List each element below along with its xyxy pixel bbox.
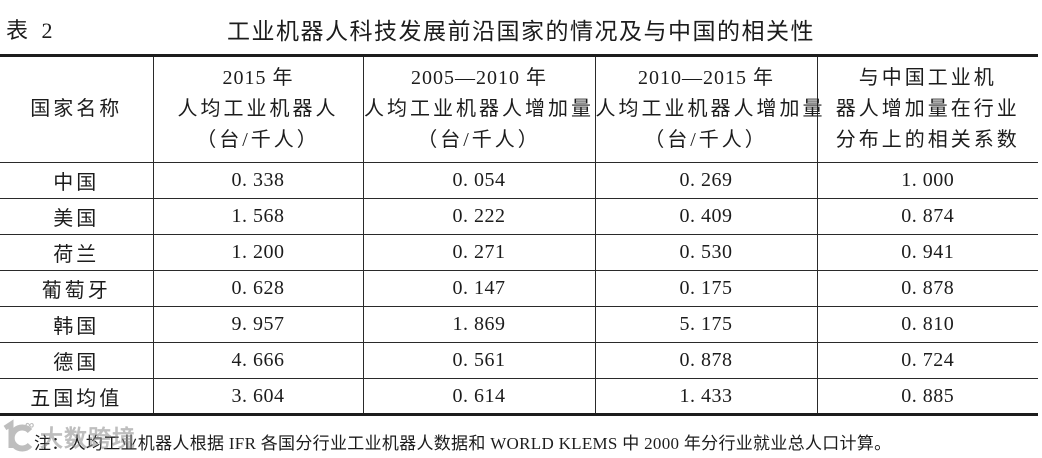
data-table: 国家名称 2015 年 人均工业机器人 （台/千人） 2005—2010 年 人… (0, 54, 1038, 416)
header-line: （台/千人） (644, 129, 768, 151)
value-cell: 0. 338 (152, 162, 363, 199)
header-line: 人均工业机器人 (177, 98, 339, 120)
table-header: 国家名称 2015 年 人均工业机器人 （台/千人） 2005—2010 年 人… (0, 55, 1038, 163)
value-cell: 0. 941 (816, 234, 1038, 271)
country-cell: 韩国 (0, 306, 153, 343)
header-line: 人均工业机器人增加量 (595, 98, 826, 120)
table-row: 德国 4. 666 0. 561 0. 878 0. 724 (0, 342, 1038, 379)
value-cell: 1. 433 (594, 378, 817, 415)
value-cell: 0. 885 (816, 378, 1038, 415)
country-cell: 德国 (0, 342, 153, 379)
value-cell: 0. 810 (816, 306, 1038, 343)
column-header-2010-2015-increase: 2010—2015 年 人均工业机器人增加量 （台/千人） (594, 55, 826, 163)
value-cell: 0. 409 (594, 198, 817, 235)
svg-text:∞: ∞ (25, 419, 34, 432)
value-cell: 1. 200 (152, 234, 363, 271)
table-row: 中国 0. 338 0. 054 0. 269 1. 000 (0, 162, 1038, 199)
table-row: 韩国 9. 957 1. 869 5. 175 0. 810 (0, 306, 1038, 343)
column-header-country: 国家名称 (0, 55, 153, 163)
table-row: 荷兰 1. 200 0. 271 0. 530 0. 941 (0, 234, 1038, 271)
value-cell: 0. 878 (594, 342, 817, 379)
value-cell: 0. 878 (816, 270, 1038, 307)
country-cell: 葡萄牙 (0, 270, 153, 307)
header-line: 器人增加量在行业 (835, 98, 1020, 120)
table-number-label: 表 2 (6, 18, 57, 43)
value-cell: 0. 561 (362, 342, 595, 379)
table-caption: 表 2 工业机器人科技发展前沿国家的情况及与中国的相关性 (0, 10, 1042, 48)
header-line: 分布上的相关系数 (835, 129, 1020, 151)
value-cell: 0. 530 (594, 234, 817, 271)
country-cell: 五国均值 (30, 387, 123, 410)
country-cell: 美国 (0, 198, 153, 235)
value-cell: 0. 628 (152, 270, 363, 307)
value-cell: 1. 869 (362, 306, 595, 343)
value-cell: 0. 269 (594, 162, 817, 199)
value-cell: 4. 666 (152, 342, 363, 379)
column-header-correlation: 与中国工业机 器人增加量在行业 分布上的相关系数 (816, 55, 1038, 163)
table-row: 五国均值 3. 604 0. 614 1. 433 0. 885 (0, 378, 1038, 415)
header-line: 国家名称 (30, 98, 123, 120)
value-cell: 0. 724 (816, 342, 1038, 379)
header-line: 人均工业机器人增加量 (364, 98, 594, 120)
value-cell: 0. 874 (816, 198, 1038, 235)
column-header-2015-stock: 2015 年 人均工业机器人 （台/千人） (152, 55, 363, 163)
country-cell: 中国 (0, 162, 153, 199)
header-line: 2015 年 (222, 67, 294, 89)
value-cell: 0. 054 (362, 162, 595, 199)
column-header-2005-2010-increase: 2005—2010 年 人均工业机器人增加量 （台/千人） (362, 55, 595, 163)
value-cell: 5. 175 (594, 306, 817, 343)
value-cell: 0. 147 (362, 270, 595, 307)
header-row: 国家名称 2015 年 人均工业机器人 （台/千人） 2005—2010 年 人… (0, 55, 1038, 163)
header-line: （台/千人） (196, 129, 320, 151)
country-cell: 荷兰 (0, 234, 153, 271)
value-cell: 1. 568 (152, 198, 363, 235)
table-footnote: 注：人均工业机器人根据 IFR 各国分行业工业机器人数据和 WORLD KLEM… (34, 434, 892, 453)
value-cell: 0. 614 (362, 378, 595, 415)
header-line: 与中国工业机 (858, 67, 997, 89)
header-line: （台/千人） (417, 129, 541, 151)
table-title: 工业机器人科技发展前沿国家的情况及与中国的相关性 (227, 19, 815, 44)
table-body: 中国 0. 338 0. 054 0. 269 1. 000 美国 1. 568… (0, 162, 1038, 415)
value-cell: 9. 957 (152, 306, 363, 343)
value-cell: 3. 604 (152, 378, 363, 415)
value-cell: 0. 271 (362, 234, 595, 271)
value-cell: 0. 175 (594, 270, 817, 307)
header-line: 2010—2015 年 (638, 67, 774, 89)
table-row: 美国 1. 568 0. 222 0. 409 0. 874 (0, 198, 1038, 235)
value-cell: 1. 000 (816, 162, 1038, 199)
header-line: 2005—2010 年 (411, 67, 547, 89)
value-cell: 0. 222 (362, 198, 595, 235)
table-row: 葡萄牙 0. 628 0. 147 0. 175 0. 878 (0, 270, 1038, 307)
